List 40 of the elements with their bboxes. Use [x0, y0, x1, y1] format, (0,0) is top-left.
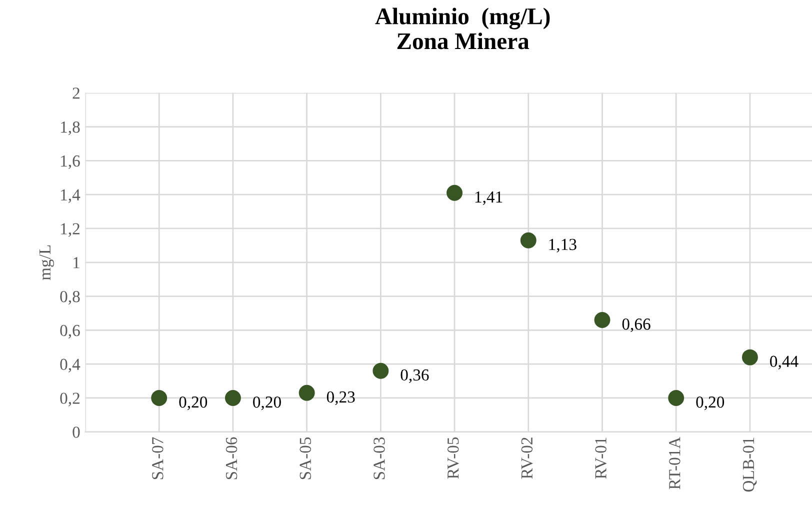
point	[372, 362, 389, 379]
x-tick-label: RV-02	[521, 438, 533, 479]
data-label: 0,20	[179, 396, 208, 410]
y-tick-label: 0	[72, 426, 80, 438]
x-tick-label: SA-03	[374, 437, 385, 480]
x-tick-label: SA-06	[226, 437, 238, 480]
x-tick-label: RV-01	[595, 438, 607, 479]
y-tick-label: 1,6	[61, 155, 80, 170]
y-tick-label: 0,2	[60, 392, 80, 406]
chart-title: Aluminio (mg/L) Zona Minera	[375, 8, 550, 50]
data-label: 0,36	[400, 369, 429, 383]
y-tick-label: 0,6	[60, 324, 80, 339]
y-tick-label: 0,8	[60, 290, 80, 305]
point	[446, 184, 463, 201]
y-tick-label: 0,4	[60, 358, 80, 372]
y-tick-label: 1,2	[61, 223, 80, 237]
x-tick-label: RV-05	[447, 437, 459, 479]
y-axis-title: mg/L	[39, 245, 54, 280]
point	[668, 390, 684, 406]
point	[298, 384, 315, 401]
x-tick-label: RT-01A	[669, 436, 680, 490]
data-label: 0,66	[622, 318, 650, 332]
data-label: 0,20	[253, 396, 281, 410]
point	[594, 312, 610, 328]
data-label: 0,20	[696, 396, 724, 410]
y-tick-label: 1,8	[61, 121, 80, 136]
data-label: 0,44	[770, 356, 798, 370]
point	[520, 232, 536, 248]
x-tick-label: SA-07	[152, 437, 164, 480]
x-tick-label: QLB-01	[742, 438, 757, 492]
data-label: 0,23	[326, 391, 355, 406]
x-tick-label: SA-05	[300, 437, 311, 480]
point	[224, 390, 241, 406]
y-tick-label: 1	[74, 257, 80, 268]
y-tick-label: 1,4	[61, 189, 80, 203]
y-tick-label: 2	[72, 88, 80, 99]
point	[742, 349, 758, 366]
data-label: 1,13	[549, 238, 576, 252]
data-label: 1,41	[475, 191, 502, 206]
point	[151, 390, 168, 406]
